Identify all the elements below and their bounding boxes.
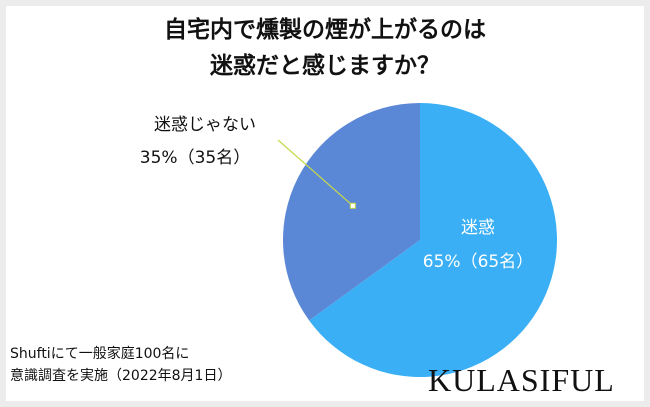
value-label: 65%（65名） xyxy=(423,252,533,272)
slice-label: 迷惑 xyxy=(461,218,495,238)
chart-title: 自宅内で燻製の煙が上がるのは 迷惑だと感じますか？ xyxy=(164,17,486,79)
pie-slice xyxy=(283,103,420,321)
slice-label: 迷惑じゃない xyxy=(154,115,256,135)
pie-slice xyxy=(309,103,557,378)
leader-marker xyxy=(349,202,356,209)
brand: KULASIFUL xyxy=(428,362,615,398)
leader-line xyxy=(277,139,354,207)
value-label: 35%（35名） xyxy=(140,148,250,168)
note: Shuftiにて一般家庭100名に 意識調査を実施（2022年8月1日） xyxy=(10,346,232,384)
